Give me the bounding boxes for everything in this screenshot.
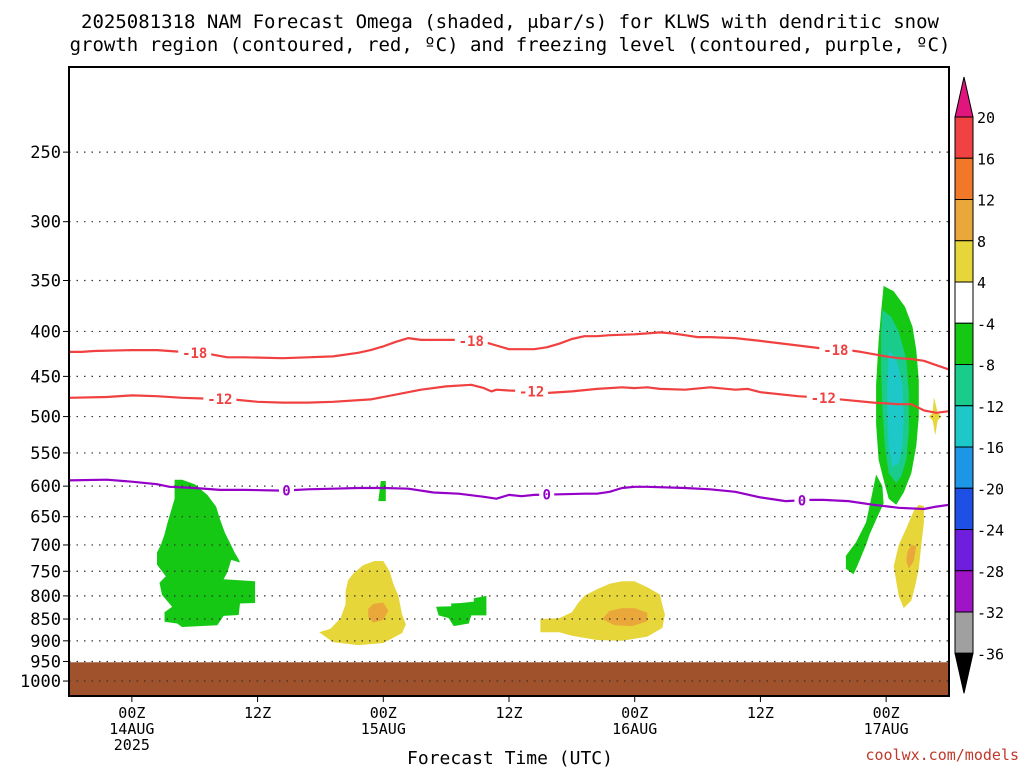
contour-label-2-1: 0 bbox=[542, 488, 550, 504]
colorbar-label-5: -4 bbox=[977, 315, 995, 333]
x-tick-label-0-2: 2025 bbox=[114, 736, 150, 754]
y-tick-label-450: 450 bbox=[30, 367, 61, 387]
y-tick-label-750: 750 bbox=[30, 562, 61, 582]
y-tick-label-900: 900 bbox=[30, 632, 61, 652]
contour-label-0-1: -18 bbox=[459, 334, 484, 350]
colorbar-label-9: -20 bbox=[977, 480, 1004, 498]
colorbar-swatch-5 bbox=[954, 281, 974, 324]
omega-region-1 bbox=[378, 481, 386, 502]
contour-label-bg-2-0 bbox=[278, 482, 294, 499]
temperature-contours: -18 -18 -18 -12 -12 -12 0 0 0 bbox=[68, 331, 950, 511]
chart-title-line2: growth region (contoured, red, ºC) and f… bbox=[70, 34, 951, 56]
colorbar-swatch-1 bbox=[954, 116, 974, 159]
contour-label-1-2: -12 bbox=[811, 391, 836, 407]
colorbar-label-2: 12 bbox=[977, 192, 995, 210]
contour-label-0-0: -18 bbox=[182, 346, 207, 362]
colorbar-bottom-arrow bbox=[954, 652, 974, 694]
colorbar-label-1: 16 bbox=[977, 150, 995, 168]
omega-region-0 bbox=[157, 479, 256, 627]
y-tick-label-950: 950 bbox=[30, 652, 61, 672]
contour-label-bg-2-2 bbox=[794, 492, 810, 509]
y-tick-label-700: 700 bbox=[30, 536, 61, 556]
contour-label-2-0: 0 bbox=[282, 483, 290, 499]
omega-region-13 bbox=[928, 397, 942, 436]
colorbar-label-3: 8 bbox=[977, 233, 986, 251]
omega-region-5 bbox=[540, 581, 665, 641]
omega-region-4 bbox=[436, 595, 487, 627]
omega-region-6 bbox=[602, 608, 648, 627]
x-tick-label-4-1: 16AUG bbox=[612, 720, 657, 738]
colorbar-swatch-12 bbox=[954, 570, 974, 613]
contour-label-0-2: -18 bbox=[823, 343, 848, 359]
colorbar-label-0: 20 bbox=[977, 109, 995, 127]
colorbar-label-8: -16 bbox=[977, 439, 1004, 457]
colorbar-label-12: -32 bbox=[977, 604, 1004, 622]
site-credit: coolwx.com/models bbox=[865, 746, 1019, 764]
colorbar-label-11: -28 bbox=[977, 563, 1004, 581]
colorbar-label-6: -8 bbox=[977, 357, 995, 375]
contour-label-bg-1-2 bbox=[806, 389, 840, 406]
x-tick-label-0-1: 14AUG bbox=[109, 720, 154, 738]
x-tick-label-1-0: 12Z bbox=[244, 704, 271, 722]
contour-label-2-2: 0 bbox=[798, 493, 806, 509]
colorbar-swatch-2 bbox=[954, 157, 974, 200]
contour-label-bg-1-1 bbox=[515, 383, 549, 400]
colorbar-swatch-7 bbox=[954, 364, 974, 407]
colorbar-label-10: -24 bbox=[977, 522, 1004, 540]
colorbar-label-13: -36 bbox=[977, 645, 1004, 663]
chart-title-line1: 2025081318 NAM Forecast Omega (shaded, μ… bbox=[81, 11, 939, 33]
contour-label-bg-0-0 bbox=[178, 344, 212, 361]
colorbar-swatch-4 bbox=[954, 240, 974, 283]
contour-label-bg-0-2 bbox=[819, 342, 853, 359]
x-axis-label: Forecast Time (UTC) bbox=[407, 748, 613, 768]
contour-label-1-0: -12 bbox=[207, 392, 232, 408]
contour-label-bg-0-1 bbox=[454, 332, 488, 349]
y-tick-label-1000: 1000 bbox=[20, 672, 61, 692]
omega-region-10 bbox=[887, 350, 904, 467]
colorbar-swatch-6 bbox=[954, 322, 974, 365]
colorbar-label-7: -12 bbox=[977, 398, 1004, 416]
contour-label-bg-1-0 bbox=[203, 391, 237, 408]
colorbar-swatch-9 bbox=[954, 446, 974, 489]
x-tick-label-6-0: 00Z bbox=[873, 704, 900, 722]
omega-region-12 bbox=[906, 545, 917, 569]
x-tick-label-6-1: 17AUG bbox=[864, 720, 909, 738]
x-tick-label-2-1: 15AUG bbox=[361, 720, 406, 738]
colorbar-swatch-11 bbox=[954, 529, 974, 572]
omega-shaded-regions bbox=[157, 285, 942, 646]
omega-region-2 bbox=[319, 561, 406, 646]
ground-layer bbox=[69, 662, 949, 696]
x-tick-label-5-0: 12Z bbox=[747, 704, 774, 722]
y-tick-label-850: 850 bbox=[30, 610, 61, 630]
omega-colorbar: 20 16 12 8 4 -4 -8 -12 -16 -20 -24 -28 -32 -36 bbox=[954, 76, 1004, 694]
x-tick-label-0-0: 00Z bbox=[118, 704, 145, 722]
colorbar-label-4: 4 bbox=[977, 274, 986, 292]
y-tick-label-400: 400 bbox=[30, 322, 61, 342]
colorbar-swatch-3 bbox=[954, 199, 974, 242]
colorbar-swatch-10 bbox=[954, 487, 974, 530]
omega-region-7 bbox=[845, 474, 884, 575]
y-tick-label-800: 800 bbox=[30, 587, 61, 607]
x-tick-label-4-0: 00Z bbox=[621, 704, 648, 722]
y-tick-label-300: 300 bbox=[30, 213, 61, 233]
contour-line-2 bbox=[68, 478, 950, 511]
y-tick-label-650: 650 bbox=[30, 508, 61, 528]
y-tick-label-600: 600 bbox=[30, 477, 61, 497]
y-tick-label-250: 250 bbox=[30, 143, 61, 163]
omega-region-3 bbox=[368, 602, 389, 623]
y-tick-label-500: 500 bbox=[30, 408, 61, 428]
y-tick-label-550: 550 bbox=[30, 444, 61, 464]
contour-label-1-1: -12 bbox=[519, 384, 544, 400]
ground-fill bbox=[69, 662, 949, 696]
x-tick-label-2-0: 00Z bbox=[370, 704, 397, 722]
colorbar-top-arrow bbox=[954, 76, 974, 118]
contour-label-bg-2-1 bbox=[539, 486, 555, 503]
y-tick-label-350: 350 bbox=[30, 272, 61, 292]
pressure-axis: 2503003504004505005506006507007508008509… bbox=[20, 143, 69, 692]
x-tick-label-3-0: 12Z bbox=[495, 704, 522, 722]
colorbar-swatch-13 bbox=[954, 611, 974, 654]
colorbar-swatch-8 bbox=[954, 405, 974, 448]
